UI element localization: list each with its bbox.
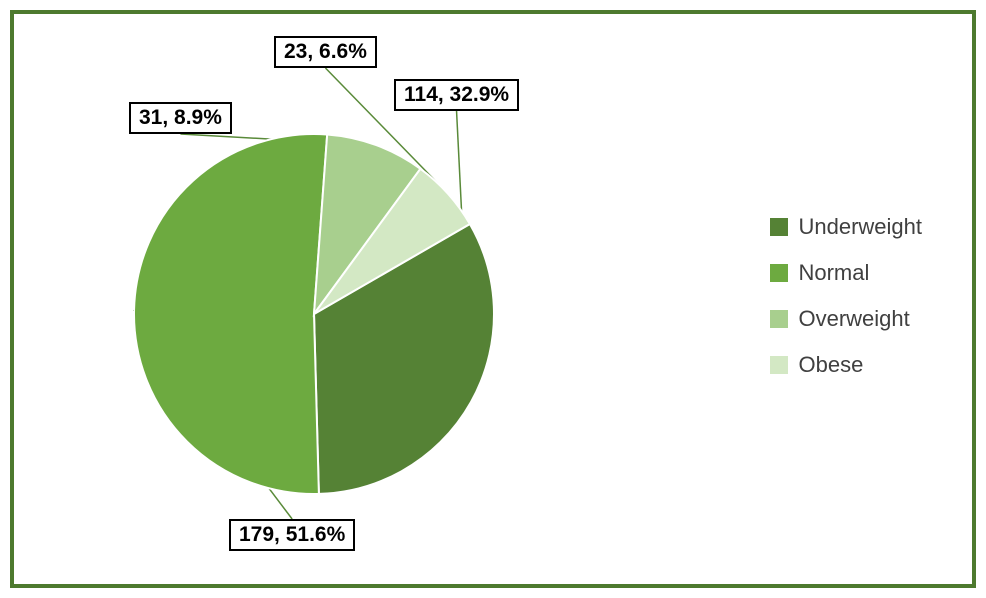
legend-item-normal: Normal (770, 260, 922, 286)
legend-swatch (770, 310, 788, 328)
legend-label: Normal (798, 260, 869, 286)
pie-area: 114, 32.9% 179, 51.6% 31, 8.9% 23, 6.6% (14, 14, 634, 584)
data-label-underweight: 114, 32.9% (394, 79, 519, 111)
pie-chart (134, 134, 494, 494)
data-label-overweight: 31, 8.9% (129, 102, 232, 134)
data-label-obese: 23, 6.6% (274, 36, 377, 68)
legend-label: Underweight (798, 214, 922, 240)
legend-swatch (770, 264, 788, 282)
pie-slice-normal (134, 134, 327, 494)
legend-swatch (770, 218, 788, 236)
legend: Underweight Normal Overweight Obese (770, 214, 922, 378)
legend-item-obese: Obese (770, 352, 922, 378)
chart-container: 114, 32.9% 179, 51.6% 31, 8.9% 23, 6.6% Und… (10, 10, 976, 588)
data-label-normal: 179, 51.6% (229, 519, 355, 551)
legend-swatch (770, 356, 788, 374)
legend-item-underweight: Underweight (770, 214, 922, 240)
legend-item-overweight: Overweight (770, 306, 922, 332)
legend-label: Obese (798, 352, 863, 378)
legend-label: Overweight (798, 306, 909, 332)
